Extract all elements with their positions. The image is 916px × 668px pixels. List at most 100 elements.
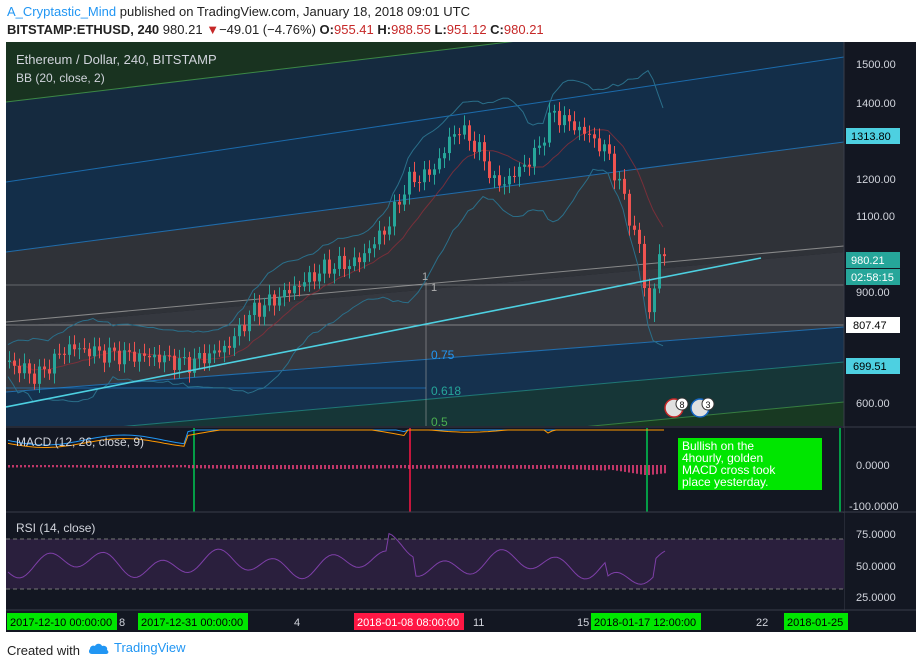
candle-body xyxy=(83,348,86,350)
candle-body xyxy=(533,147,536,167)
rsi-title[interactable]: RSI (14, close) xyxy=(16,521,95,535)
candle-body xyxy=(353,257,356,267)
candle-body xyxy=(573,121,576,131)
candle-body xyxy=(158,354,161,363)
macd-histogram-bar xyxy=(508,465,510,469)
candle-body xyxy=(13,360,16,366)
macd-histogram-bar xyxy=(264,465,266,470)
macd-histogram-bar xyxy=(208,465,210,469)
macd-histogram-bar xyxy=(344,465,346,469)
time-label-9: 22 xyxy=(756,617,768,629)
event-badges[interactable]: 8 3 xyxy=(664,397,715,418)
trendline[interactable] xyxy=(6,257,762,408)
badge-count-2: 3 xyxy=(705,400,710,410)
fib-label-075: 0.75 xyxy=(431,348,455,362)
macd-histogram-bar xyxy=(100,465,102,468)
candle-body xyxy=(198,352,201,359)
candle-body xyxy=(43,366,46,370)
candle-body xyxy=(653,288,656,313)
candle-body xyxy=(268,294,271,306)
macd-histogram-bar xyxy=(328,465,330,470)
macd-histogram-bar xyxy=(644,465,646,475)
candle-body xyxy=(378,230,381,245)
macd-histogram-bar xyxy=(196,465,198,469)
close-label: C: xyxy=(490,22,504,37)
candle-body xyxy=(303,282,306,287)
candle-body xyxy=(518,166,521,177)
macd-histogram-bar xyxy=(368,465,370,469)
chart-svg[interactable]: 1 1 0.75 0.618 0.5 8 3 Ethereum / Dollar… xyxy=(6,42,916,632)
macd-histogram-bar xyxy=(528,465,530,469)
macd-histogram-bar xyxy=(440,465,442,469)
candle-body xyxy=(358,257,361,263)
time-label-2: 8 xyxy=(119,617,125,629)
macd-histogram-bar xyxy=(212,465,214,469)
candle-body xyxy=(663,254,666,257)
macd-histogram-bar xyxy=(8,465,10,468)
macd-histogram-bar xyxy=(532,465,534,469)
symbol-name: BITSTAMP:ETHUSD, 240 xyxy=(7,22,160,37)
macd-histogram-bar xyxy=(492,465,494,469)
candle-body xyxy=(108,347,111,363)
macd-histogram-bar xyxy=(512,465,514,469)
bb-indicator-label[interactable]: BB (20, close, 2) xyxy=(16,71,105,85)
macd-histogram-bar xyxy=(80,465,82,468)
rsi-axis-75: 75.0000 xyxy=(856,529,896,541)
macd-histogram-bar xyxy=(620,465,622,472)
candle-body xyxy=(238,324,241,337)
candle-body xyxy=(228,345,231,348)
chart-area[interactable]: 1 1 0.75 0.618 0.5 8 3 Ethereum / Dollar… xyxy=(6,42,916,632)
macd-histogram-bar xyxy=(64,465,66,468)
macd-histogram-bar xyxy=(152,465,154,468)
candle-body xyxy=(478,142,481,152)
macd-histogram-bar xyxy=(464,465,466,469)
macd-histogram-bar xyxy=(428,465,430,469)
countdown-text: 02:58:15 xyxy=(851,272,894,284)
macd-histogram-bar xyxy=(300,465,302,470)
macd-histogram-bar xyxy=(664,465,666,474)
price-tag-807 xyxy=(846,317,900,333)
candle-body xyxy=(58,353,61,355)
macd-histogram-bar xyxy=(56,465,58,468)
macd-title[interactable]: MACD (12, 26, close, 9) xyxy=(16,435,144,449)
fib-label-05: 0.5 xyxy=(431,415,448,429)
candle-body xyxy=(373,244,376,249)
open-value: 955.41 xyxy=(334,22,374,37)
macd-histogram-bar xyxy=(632,465,634,474)
annotation-box[interactable] xyxy=(678,438,822,490)
price-change: −49.01 (−4.76%) xyxy=(219,22,316,37)
fib-band-3 xyxy=(6,57,844,252)
candle-body xyxy=(38,366,41,384)
macd-histogram-bar xyxy=(580,465,582,470)
tradingview-link[interactable]: TradingView xyxy=(88,640,186,655)
macd-histogram-bar xyxy=(504,465,506,469)
macd-histogram-bar xyxy=(124,465,126,468)
time-label-6: 11 xyxy=(473,617,484,629)
macd-histogram-bar xyxy=(288,465,290,470)
candle-body xyxy=(168,355,171,357)
macd-histogram-bar xyxy=(552,465,554,469)
macd-histogram-bar xyxy=(396,465,398,469)
price-tag-699 xyxy=(846,358,900,374)
macd-histogram-bar xyxy=(376,465,378,469)
candle-body xyxy=(538,145,541,148)
close-value: 980.21 xyxy=(503,22,544,37)
macd-histogram-bar xyxy=(192,465,194,469)
candle-body xyxy=(133,351,136,362)
candle-body xyxy=(488,161,491,179)
candle-body xyxy=(613,153,616,181)
last-price: 980.21 xyxy=(162,22,203,37)
candle-body xyxy=(468,125,471,141)
cloud-icon xyxy=(88,643,109,654)
fib-band-top xyxy=(6,42,844,102)
macd-histogram-bar xyxy=(408,465,410,469)
candle-body xyxy=(138,353,141,362)
author-link[interactable]: A_Cryptastic_Mind xyxy=(7,4,117,19)
bb-upper-band xyxy=(7,69,664,346)
macd-histogram-bar xyxy=(76,465,78,468)
rsi-band xyxy=(6,539,844,589)
candle-body xyxy=(283,289,286,298)
candle-body xyxy=(483,142,486,162)
candle-body xyxy=(473,140,476,152)
macd-histogram-bar xyxy=(564,465,566,469)
